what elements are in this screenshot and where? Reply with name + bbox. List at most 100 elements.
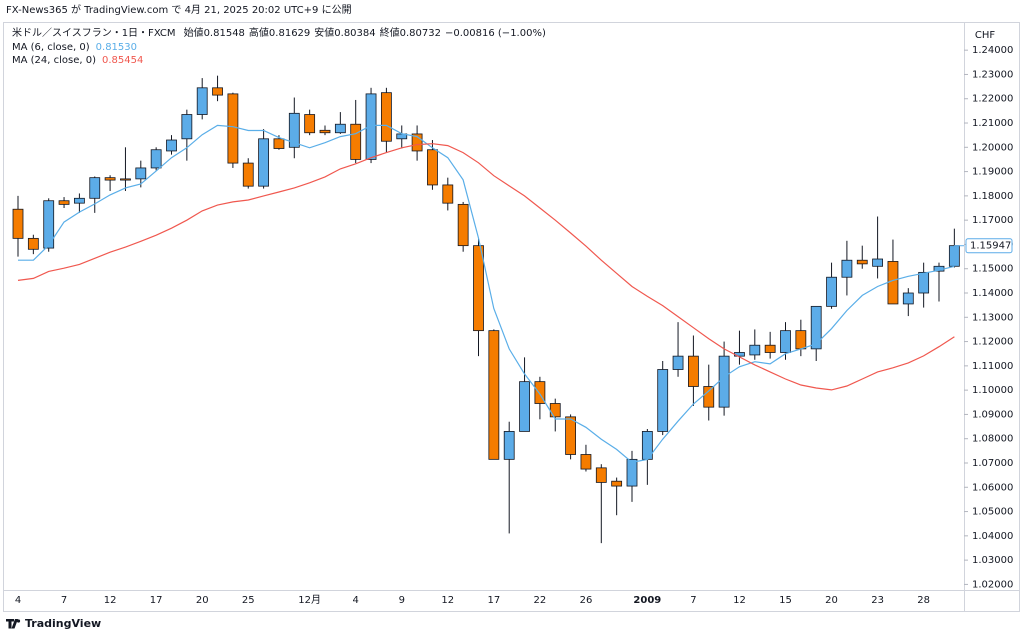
- ohlc-value: 0.81629: [269, 28, 310, 39]
- x-tick-label: 20: [196, 595, 209, 606]
- ohlc-value: 0.80384: [334, 28, 375, 39]
- candle-body: [350, 123, 362, 160]
- candle-body: [120, 178, 131, 181]
- candle-body: [288, 112, 300, 148]
- candle-body: [703, 386, 715, 408]
- candle-body: [749, 344, 761, 356]
- ohlc-label: 安値: [314, 26, 334, 39]
- candle-body: [12, 208, 24, 239]
- candle-body: [58, 200, 70, 205]
- candle-body: [457, 203, 469, 247]
- candle-body: [657, 369, 669, 432]
- candle-body: [89, 177, 101, 199]
- plot: [12, 75, 960, 544]
- ma-name: MA (24, close, 0): [12, 55, 96, 66]
- candle-body: [166, 139, 177, 152]
- ohlc-value: 0.81548: [204, 28, 245, 39]
- candle-body: [503, 431, 515, 460]
- candle-body: [519, 381, 530, 432]
- ma-value: 0.81530: [96, 42, 137, 53]
- candle-body: [242, 162, 254, 187]
- x-tick-label: 9: [399, 595, 405, 606]
- candle-body: [580, 454, 592, 470]
- candle-body: [74, 197, 85, 204]
- y-tick-label: 1.03000: [972, 555, 1013, 566]
- candle-body: [764, 344, 776, 353]
- y-tick-label: 1.11000: [972, 361, 1013, 372]
- candle-body: [227, 93, 239, 164]
- candle-body: [826, 276, 837, 307]
- candle-body: [181, 114, 193, 140]
- currency: CHF: [975, 30, 996, 41]
- x-tick-label: 22: [534, 595, 547, 606]
- candle-body: [380, 92, 392, 142]
- y-tick-label: 1.07000: [972, 458, 1013, 469]
- x-tick-label: 26: [580, 595, 593, 606]
- candle-body: [595, 467, 607, 483]
- x-tick-label: 7: [690, 595, 696, 606]
- candle-body: [304, 114, 316, 134]
- y-tick-label: 1.18000: [972, 191, 1013, 202]
- ma-value: 0.85454: [102, 55, 143, 66]
- x-tick-label: 2009: [633, 595, 661, 606]
- ma-line: [18, 124, 955, 463]
- y-tick-label: 1.06000: [972, 482, 1013, 493]
- candle-body: [442, 184, 454, 204]
- y-tick-label: 1.13000: [972, 312, 1013, 323]
- candle-body: [948, 245, 960, 267]
- candle-body: [411, 133, 423, 152]
- candle-body: [672, 355, 684, 370]
- ma-line: [17, 143, 955, 391]
- candle-body: [104, 177, 116, 181]
- candle-body: [319, 129, 331, 134]
- x-tick-label: 4: [15, 595, 21, 606]
- y-tick-label: 1.04000: [972, 531, 1013, 542]
- candle-body: [841, 259, 853, 278]
- y-tick-label: 1.09000: [972, 409, 1013, 420]
- x-tick-label: 17: [150, 595, 163, 606]
- y-tick-label: 1.23000: [972, 69, 1013, 80]
- candle-body: [549, 403, 561, 418]
- candle-body: [887, 261, 899, 305]
- y-tick-label: 1.14000: [972, 288, 1013, 299]
- x-tick-label: 7: [61, 595, 67, 606]
- candle-body: [626, 458, 638, 487]
- symbol-legend: 米ドル／スイスフラン・1日・FXCM 始値0.81548 高値0.81629 安値0.…: [12, 26, 546, 39]
- last-price-box: [965, 238, 1013, 254]
- y-tick-label: 1.10000: [972, 385, 1013, 396]
- frame: [3, 22, 1020, 612]
- candle-body: [718, 355, 730, 408]
- candle-body: [334, 123, 346, 134]
- ohlc-label: 終値: [380, 26, 400, 39]
- candle-body: [565, 416, 576, 455]
- last-price-label: 1.15947: [970, 241, 1011, 252]
- candle-body: [258, 138, 270, 187]
- change: −0.00816 (−1.00%): [445, 28, 546, 39]
- x-tick-label: 28: [917, 595, 930, 606]
- ohlc-value: 0.80732: [400, 28, 441, 39]
- y-tick-label: 1.05000: [972, 507, 1013, 518]
- y-tick-label: 1.17000: [972, 215, 1013, 226]
- brand: TradingView: [25, 617, 101, 630]
- candle-body: [212, 87, 223, 96]
- candle-body: [427, 149, 438, 186]
- x-tick-label: 15: [779, 595, 792, 606]
- candle-body: [810, 305, 822, 350]
- y-tick-label: 1.20000: [972, 142, 1013, 153]
- x-tick-label: 17: [487, 595, 500, 606]
- symbol: 米ドル／スイスフラン・1日・FXCM: [12, 26, 176, 39]
- candle-body: [902, 292, 914, 305]
- x-tick-label: 12: [733, 595, 746, 606]
- candle-body: [365, 93, 377, 160]
- candle-body: [43, 200, 55, 249]
- y-tick-label: 1.21000: [972, 118, 1013, 129]
- y-tick-label: 1.12000: [972, 337, 1013, 348]
- candle-body: [473, 245, 484, 332]
- candle-body: [872, 258, 883, 267]
- candle-body: [196, 87, 208, 115]
- candle-body: [918, 271, 930, 294]
- x-tick-label: 12月: [298, 594, 321, 606]
- candle-body: [780, 330, 791, 353]
- candle-body: [135, 167, 147, 180]
